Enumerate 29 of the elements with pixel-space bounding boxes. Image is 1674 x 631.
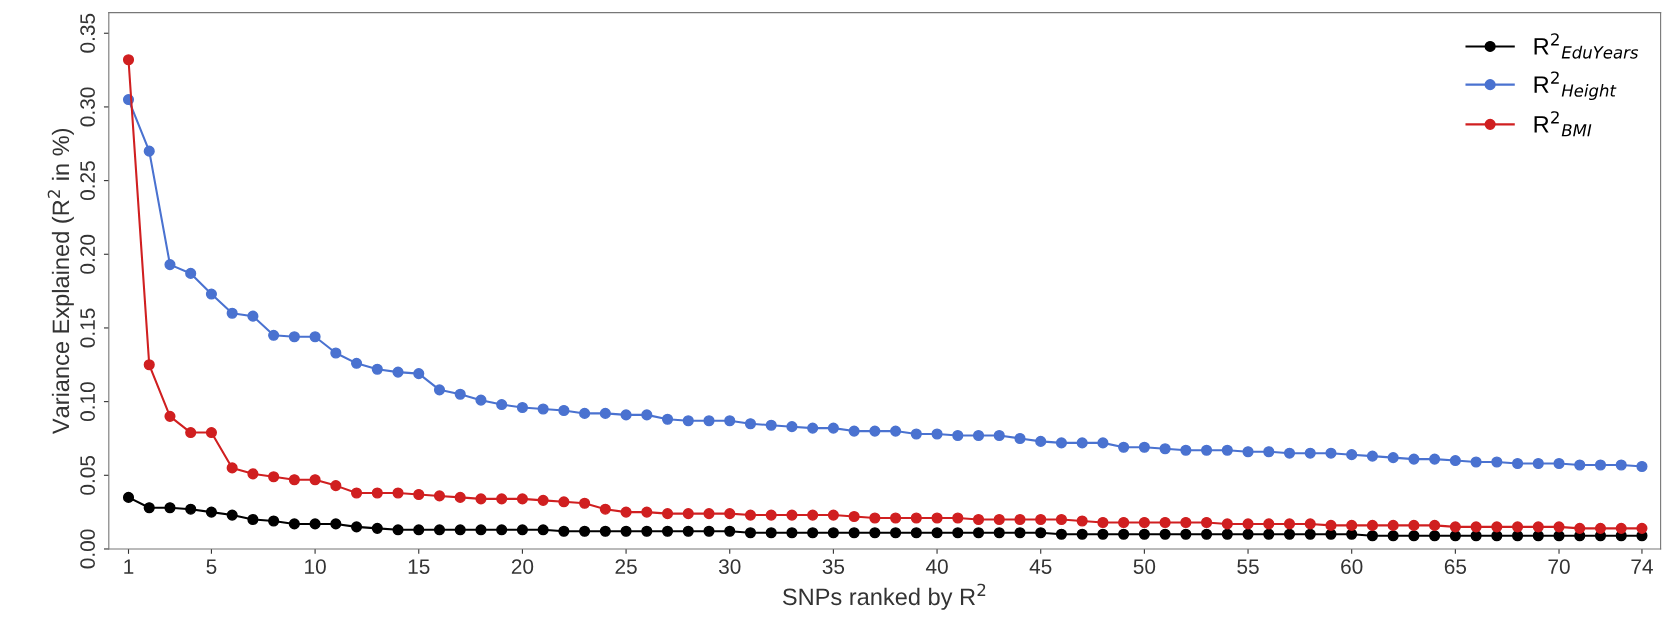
x-tick-label: 15 [408,559,430,574]
y-tick-label: 0.00 [80,529,95,569]
y-tick-label: 0.30 [80,87,95,127]
x-tick-label: 65 [1444,559,1467,574]
x-tick-label: 50 [1133,559,1156,574]
x-tick-label: 1 [124,559,134,574]
y-tick-label: 0.20 [80,234,95,274]
x-tick-label: 10 [305,559,326,574]
legend-label: R$^{2}$$_{Height}$ [1534,71,1617,101]
x-tick-label: 40 [925,559,948,574]
x-tick-label: 20 [511,559,534,574]
x-axis-title: SNPs ranked by R$^{2}$ [782,583,986,610]
x-tick-label: 25 [615,559,637,574]
x-tick-label: 5 [206,559,217,574]
x-tick-label: 35 [822,559,845,574]
x-tick-label: 74 [1631,559,1653,574]
y-tick-label: 0.15 [80,308,95,348]
legend-label: R$^{2}$$_{BMI}$ [1534,111,1592,137]
y-axis-title: Variance Explained (R$^{2}$ in %) [47,128,74,435]
y-tick-label: 0.10 [80,382,95,422]
y-tick-label: 0.05 [80,455,95,495]
y-tick-label: 0.25 [80,161,95,201]
legend-label: R$^{2}$$_{EduYears}$ [1534,33,1639,59]
x-tick-label: 60 [1341,559,1363,574]
x-tick-label: 55 [1237,559,1259,574]
x-tick-label: 30 [718,559,741,574]
x-tick-label: 45 [1029,559,1052,574]
x-tick-label: 70 [1548,559,1570,574]
y-tick-label: 0.35 [80,13,95,53]
